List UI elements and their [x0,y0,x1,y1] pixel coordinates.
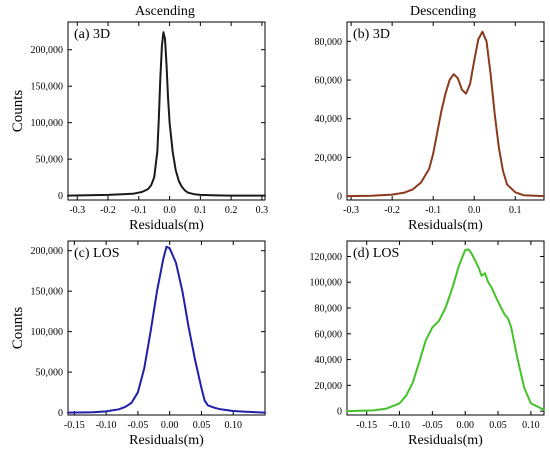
x-tick-label: 0.3 [256,205,269,216]
chart-panel-b: -0.3 -0.2 -0.1 0.0 0.1 0 20,000 40,000 60,000 80,… [315,21,545,233]
x-tick-label: 0.1 [194,205,207,216]
x-tick-label: -0.15 [64,420,85,431]
y-tick-label: 60,000 [315,329,343,340]
x-axis-label: Residuals(m) [129,433,204,448]
y-tick-label: 150,000 [31,82,64,93]
x-tick-label: 0.1 [509,205,522,216]
x-tick-label: 0.05 [193,420,211,431]
x-tick-label: -0.10 [96,420,117,431]
x-tick-label: 0.00 [456,420,474,431]
y-tick-label: 60,000 [315,76,343,87]
x-axis-label: Residuals(m) [408,218,483,233]
y-tick-label: 100,000 [310,278,343,289]
panel-label: (d) LOS [353,246,399,261]
chart-panel-a: -0.3 -0.2 -0.1 0.0 0.1 0.2 0.3 0 50,000 100,000 15… [10,21,269,233]
y-tick-label: 40,000 [315,355,343,366]
y-tick-label: 150,000 [31,287,64,298]
y-tick-label: 50,000 [36,368,64,379]
x-axis-label: Residuals(m) [129,218,204,233]
series-line-0 [346,30,545,198]
x-tick-label: -0.1 [131,205,147,216]
panel-label: (c) LOS [74,246,120,261]
x-tick-label: 0.10 [522,420,540,431]
x-tick-label: 0.0 [468,205,481,216]
y-tick-label: 0 [337,407,342,418]
x-tick-label: 0.10 [224,420,242,431]
x-tick-label: -0.15 [356,420,377,431]
x-tick-label: -0.3 [343,205,359,216]
y-tick-label: 20,000 [315,153,343,164]
chart-panel-d: -0.15 -0.10 -0.05 0.00 0.05 0.10 0 20,000 40,000… [310,240,545,448]
y-axis-label: Counts [10,90,26,133]
x-tick-label: -0.1 [425,205,441,216]
plot-frame [346,240,545,416]
y-tick-label: 120,000 [310,252,343,263]
series-line-0 [67,245,266,414]
x-tick-label: 0.00 [161,420,179,431]
y-tick-label: 100,000 [31,327,64,338]
y-tick-label: 80,000 [315,304,343,315]
panel-label: (b) 3D [353,27,390,42]
y-tick-label: 200,000 [31,246,64,257]
y-tick-label: 200,000 [31,45,64,56]
y-tick-label: 100,000 [31,118,64,129]
x-axis-label: Residuals(m) [408,433,483,448]
y-tick-label: 0 [337,192,342,203]
plot-frame [67,240,266,416]
y-tick-label: 0 [58,408,63,419]
x-tick-label: -0.05 [422,420,443,431]
x-tick-label: -0.10 [389,420,410,431]
chart-panel-c: -0.15 -0.10 -0.05 0.00 0.05 0.10 0 50,000 100,00… [10,240,266,448]
column-title-descending: Descending [410,4,476,19]
x-tick-label: -0.2 [100,205,116,216]
x-tick-label: 0.05 [489,420,507,431]
column-title-ascending: Ascending [135,4,195,19]
series-line-0 [346,248,545,413]
x-tick-label: -0.05 [127,420,148,431]
series-line-0 [67,31,266,197]
y-tick-label: 50,000 [36,155,64,166]
y-tick-label: 80,000 [315,37,343,48]
y-tick-label: 20,000 [315,381,343,392]
x-tick-label: -0.3 [69,205,85,216]
y-tick-label: 40,000 [315,114,343,125]
plot-frame [346,21,545,201]
plot-frame [67,21,266,201]
x-tick-label: 0.0 [163,205,176,216]
y-tick-label: 0 [58,191,63,202]
y-axis-label: Counts [10,307,26,350]
x-tick-label: 0.2 [225,205,238,216]
x-tick-label: -0.2 [384,205,400,216]
panel-label: (a) 3D [74,27,110,42]
